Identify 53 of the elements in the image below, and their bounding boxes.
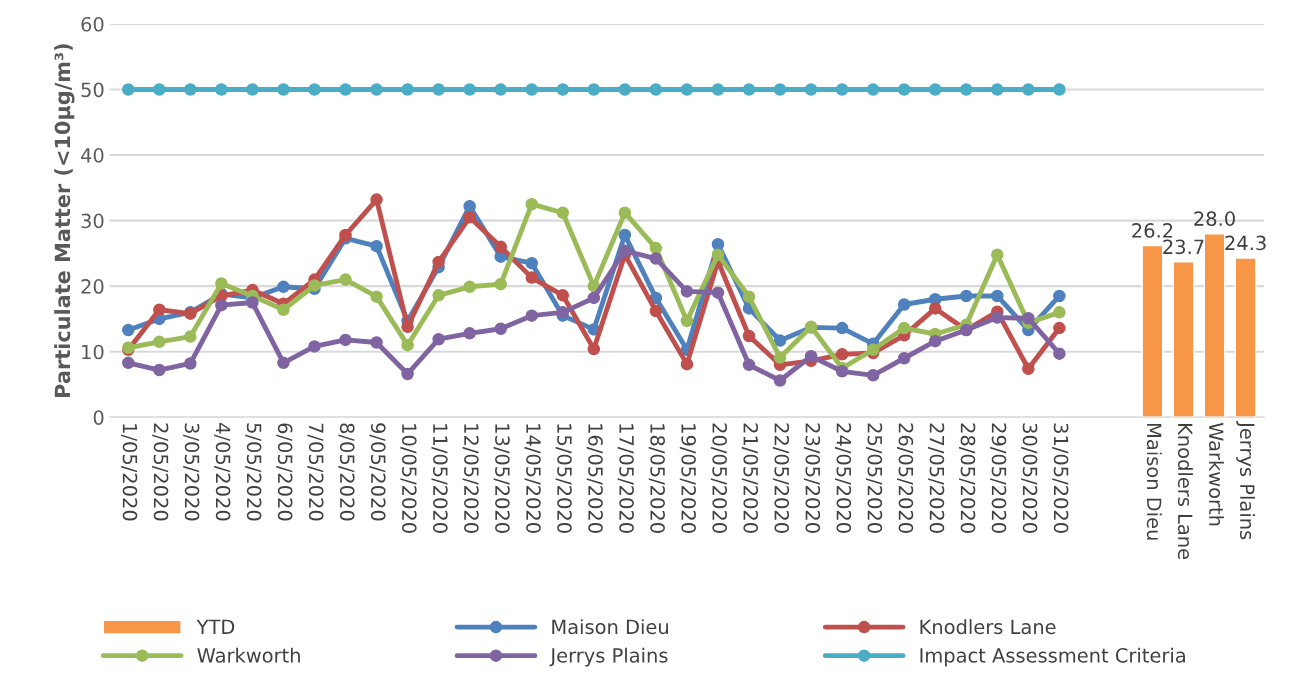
x-tick-label: 26/05/2020 [897, 423, 914, 533]
y-tick-label: 10 [82, 344, 104, 360]
x-tick-label: Maison Dieu [1146, 424, 1162, 540]
x-tick-label: 12/05/2020 [462, 424, 479, 533]
y-axis-title: Particulate Matter (<10µg/m³) [54, 44, 75, 397]
x-tick-label: 3/05/2020 [183, 423, 200, 521]
legend-label: Warkworth [197, 647, 300, 663]
data-label: 28.0 [1194, 211, 1235, 226]
x-tick-label: 18/05/2020 [648, 424, 665, 533]
x-tick-label: 6/05/2020 [276, 423, 293, 521]
x-tick-label: 13/05/2020 [493, 424, 510, 533]
x-tick-label: 25/05/2020 [865, 423, 883, 533]
x-tick-label: 30/05/2020 [1021, 423, 1038, 533]
y-tick-label: 20 [81, 279, 104, 294]
data-label: 23.7 [1163, 239, 1204, 255]
x-tick-label: 5/05/2020 [245, 423, 262, 521]
y-tick-label: 30 [81, 213, 104, 229]
x-tick-label: 1/05/2020 [121, 424, 138, 521]
y-tick-label: 60 [81, 16, 104, 32]
x-tick-label: 4/05/2020 [214, 423, 231, 521]
legend-label: YTD [196, 619, 235, 634]
data-label: 26.2 [1132, 223, 1173, 238]
x-tick-label: 16/05/2020 [586, 424, 603, 533]
x-tick-label: 2/05/2020 [152, 423, 169, 521]
x-tick-label: 15/05/2020 [555, 424, 572, 533]
y-tick-label: 0 [93, 410, 104, 425]
x-tick-label: 8/05/2020 [338, 423, 355, 521]
x-tick-label: Jerrys Plains [1236, 421, 1255, 540]
x-tick-label: 9/05/2020 [369, 423, 386, 521]
legend-label: Jerrys Plains [549, 647, 668, 667]
y-tick-label: 40 [81, 148, 104, 163]
x-tick-label: 21/05/2020 [741, 423, 759, 533]
x-tick-label: 27/05/2020 [928, 423, 945, 533]
x-tick-label: 11/05/2020 [431, 424, 448, 533]
x-tick-label: 28/05/2020 [959, 423, 976, 533]
x-tick-label: 24/05/2020 [834, 423, 852, 533]
x-tick-label: 31/05/2020 [1052, 423, 1069, 533]
x-tick-label: Warkworth [1208, 422, 1224, 526]
x-tick-label: 22/05/2020 [772, 423, 790, 533]
x-tick-label: 10/05/2020 [400, 424, 417, 533]
data-label: 24.3 [1225, 235, 1266, 251]
x-tick-label: 23/05/2020 [803, 423, 821, 533]
legend-label: Maison Dieu [552, 619, 668, 635]
legend-label: Impact Assessment Criteria [920, 647, 1185, 667]
x-tick-label: 29/05/2020 [990, 423, 1007, 533]
x-tick-label: Knodlers Lane [1177, 424, 1193, 560]
x-tick-label: 7/05/2020 [307, 423, 324, 521]
x-tick-label: 17/05/2020 [617, 424, 634, 533]
x-tick-label: 19/05/2020 [679, 424, 696, 533]
y-tick-label: 50 [81, 82, 104, 98]
x-tick-label: 20/05/2020 [710, 423, 728, 533]
x-tick-label: 14/05/2020 [524, 424, 541, 533]
legend-label: Knodlers Lane [920, 619, 1056, 635]
